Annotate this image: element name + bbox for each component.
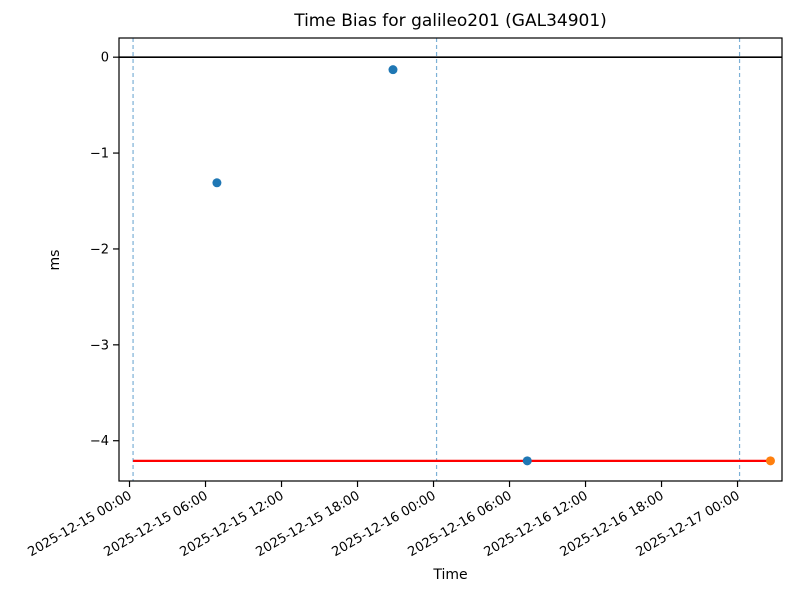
y-tick-label: −2 [90, 242, 109, 257]
y-tick-label: 0 [101, 51, 109, 66]
chart-title: Time Bias for galileo201 (GAL34901) [294, 11, 607, 31]
y-tick-label: −4 [90, 434, 109, 449]
data-point-bias-samples [388, 65, 398, 75]
y-tick-label: −1 [90, 147, 109, 162]
x-axis-label: Time [433, 567, 468, 583]
plot-frame [118, 37, 783, 482]
data-point-bias-samples [522, 456, 532, 466]
data-point-latest-sample [765, 456, 775, 466]
y-tick-label: −3 [90, 338, 109, 353]
y-axis-label: ms [47, 249, 63, 271]
data-point-bias-samples [212, 178, 222, 188]
